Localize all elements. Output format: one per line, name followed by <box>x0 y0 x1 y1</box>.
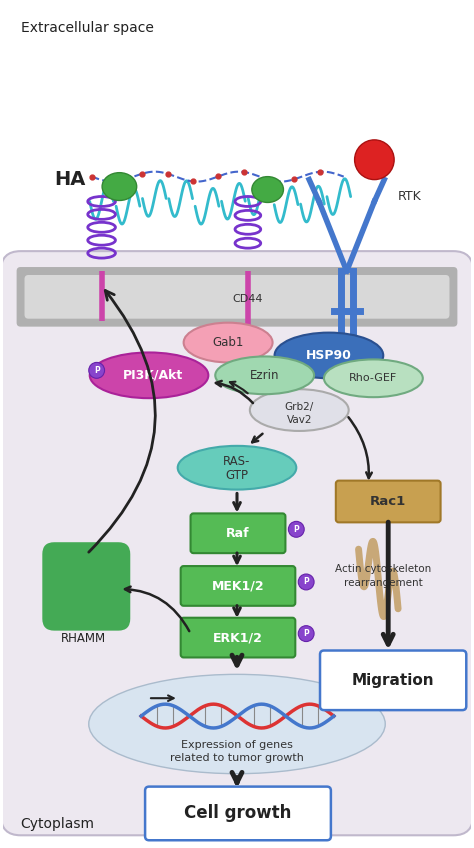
Circle shape <box>298 626 314 642</box>
Text: RHAMM: RHAMM <box>61 632 106 645</box>
Text: Expression of genes
related to tumor growth: Expression of genes related to tumor gro… <box>170 740 304 763</box>
Ellipse shape <box>89 674 385 773</box>
Text: Grb2/: Grb2/ <box>284 402 314 412</box>
Text: Raf: Raf <box>226 527 250 540</box>
Text: CD44: CD44 <box>233 294 263 304</box>
Ellipse shape <box>64 586 84 598</box>
FancyBboxPatch shape <box>191 513 285 553</box>
Ellipse shape <box>215 356 314 394</box>
FancyBboxPatch shape <box>181 566 295 605</box>
Text: Gab1: Gab1 <box>212 336 244 349</box>
Text: RAS-: RAS- <box>223 455 251 468</box>
Ellipse shape <box>252 176 283 203</box>
FancyBboxPatch shape <box>17 267 457 326</box>
Text: Rac1: Rac1 <box>370 495 406 508</box>
Text: ERK1/2: ERK1/2 <box>213 631 263 644</box>
Text: HSP90: HSP90 <box>306 349 352 362</box>
Ellipse shape <box>250 389 349 431</box>
Text: HA: HA <box>54 170 85 189</box>
Ellipse shape <box>84 586 104 598</box>
Text: Actin cytoskeleton
rearrangement: Actin cytoskeleton rearrangement <box>335 564 431 588</box>
Circle shape <box>89 362 105 378</box>
Text: P: P <box>293 525 299 533</box>
Text: Cytoplasm: Cytoplasm <box>20 817 95 831</box>
Ellipse shape <box>90 353 209 399</box>
Ellipse shape <box>84 570 104 582</box>
Ellipse shape <box>102 173 137 200</box>
Text: Ezrin: Ezrin <box>250 369 279 382</box>
Ellipse shape <box>183 323 273 362</box>
Text: P: P <box>303 629 309 638</box>
Text: Rho-GEF: Rho-GEF <box>349 373 398 383</box>
Circle shape <box>288 522 304 538</box>
FancyBboxPatch shape <box>145 787 331 840</box>
FancyBboxPatch shape <box>1 251 473 835</box>
FancyBboxPatch shape <box>320 650 466 710</box>
Ellipse shape <box>64 570 84 582</box>
Text: P: P <box>94 365 100 375</box>
Ellipse shape <box>178 446 296 489</box>
Circle shape <box>355 140 394 180</box>
Text: RTK: RTK <box>398 190 422 203</box>
FancyBboxPatch shape <box>42 542 130 631</box>
Ellipse shape <box>274 332 383 378</box>
Text: MEK1/2: MEK1/2 <box>212 579 264 593</box>
Text: Extracellular space: Extracellular space <box>20 20 154 35</box>
FancyArrowPatch shape <box>89 291 155 552</box>
Ellipse shape <box>64 578 84 590</box>
Text: PI3K/Akt: PI3K/Akt <box>123 369 183 382</box>
FancyBboxPatch shape <box>336 481 441 522</box>
Circle shape <box>298 574 314 590</box>
Text: GTP: GTP <box>226 469 248 483</box>
Ellipse shape <box>84 578 104 590</box>
FancyBboxPatch shape <box>181 617 295 657</box>
Text: Vav2: Vav2 <box>286 415 312 425</box>
Text: P: P <box>303 577 309 587</box>
Text: Migration: Migration <box>352 672 435 688</box>
Ellipse shape <box>324 360 423 397</box>
FancyBboxPatch shape <box>25 275 449 319</box>
Text: Cell growth: Cell growth <box>184 805 292 823</box>
